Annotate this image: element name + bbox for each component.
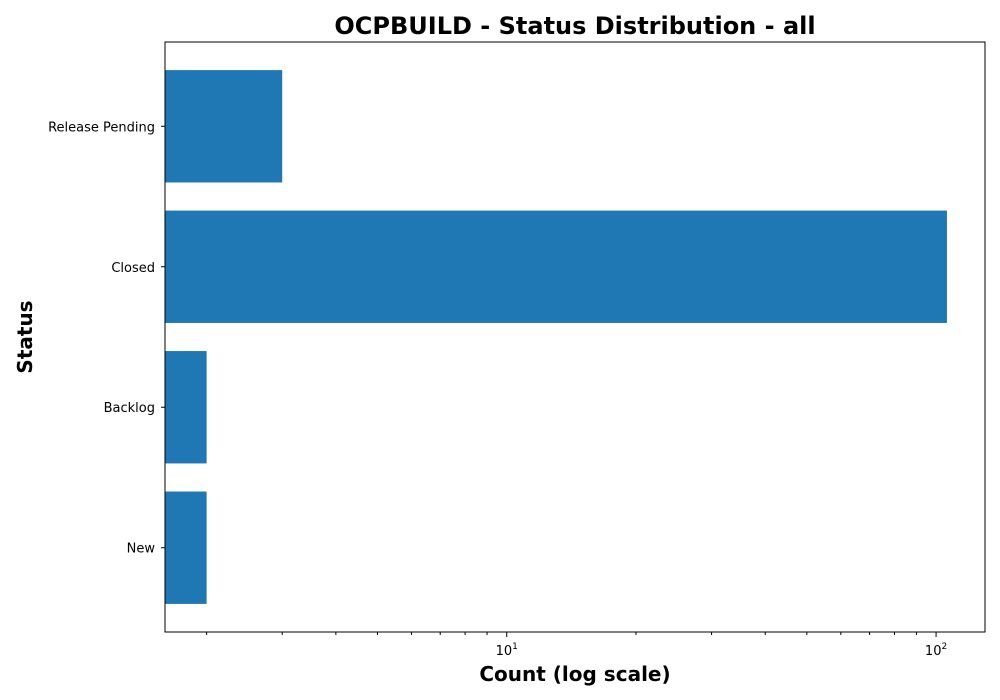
bar-release-pending: [165, 70, 283, 183]
x-tick-label: 102: [925, 642, 947, 659]
y-tick-label: Backlog: [104, 401, 155, 416]
chart-title: OCPBUILD - Status Distribution - all: [334, 12, 815, 40]
bar-new: [165, 491, 207, 604]
y-tick-label: New: [127, 542, 156, 557]
bar-closed: [165, 210, 947, 323]
x-tick-label: 101: [496, 642, 518, 659]
bar-backlog: [165, 351, 207, 464]
x-axis: 101 102: [206, 632, 947, 659]
y-axis: New Backlog Closed Release Pending: [48, 120, 165, 557]
y-axis-label: Status: [13, 300, 37, 373]
y-tick-label: Closed: [111, 261, 155, 276]
bars-group: [165, 70, 947, 604]
x-axis-label: Count (log scale): [479, 662, 670, 686]
plot-frame: [164, 41, 986, 633]
y-tick-label: Release Pending: [48, 120, 155, 135]
